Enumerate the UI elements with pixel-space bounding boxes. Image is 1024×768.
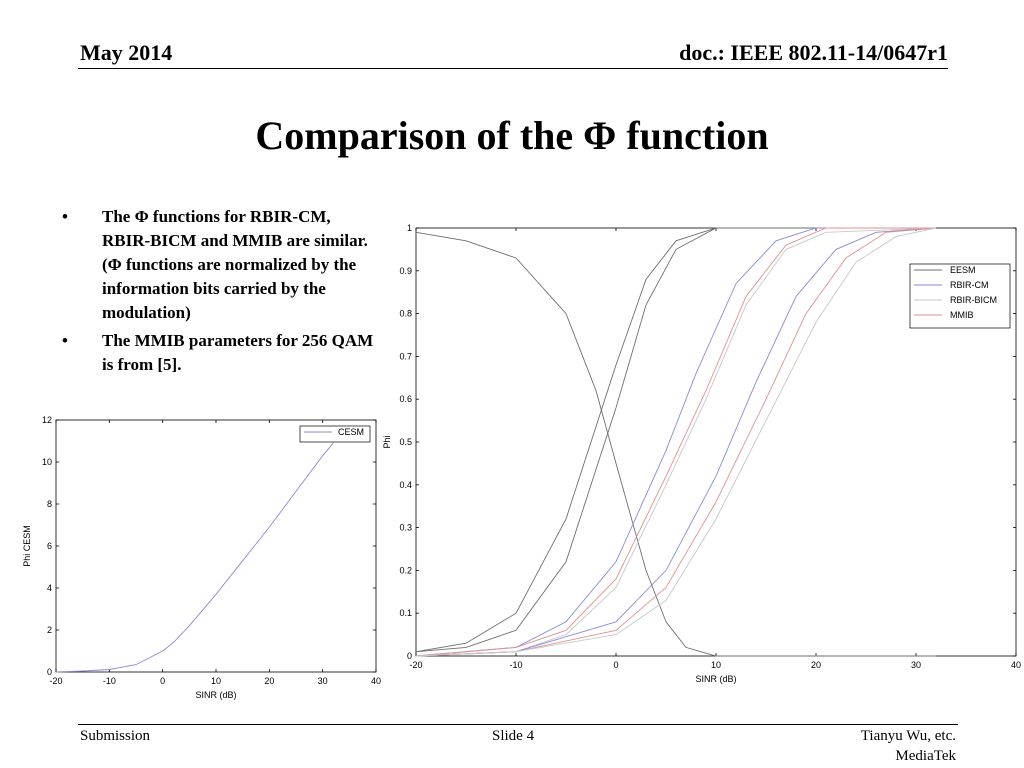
y-axis-label: Phi [382, 435, 392, 448]
y-tick-label: 0 [47, 667, 52, 677]
y-tick-label: 10 [42, 457, 52, 467]
footer-author: Tianyu Wu, etc. [860, 728, 956, 744]
x-tick-label: 30 [911, 660, 921, 670]
bullet-symbol: • [62, 207, 68, 226]
footer-author-block: Tianyu Wu, etc. MediaTek [861, 726, 956, 766]
series-line-eesm [415, 227, 936, 653]
x-tick-label: 30 [318, 676, 328, 686]
bullet-symbol: • [62, 331, 68, 350]
series-line-eesm [415, 227, 936, 653]
bullet-item: • The MMIB parameters for 256 QAM is fro… [60, 329, 380, 377]
x-tick-label: 20 [811, 660, 821, 670]
y-tick-label: 0.8 [399, 309, 412, 319]
y-tick-label: 0.2 [399, 565, 412, 575]
y-tick-label: 0.4 [399, 480, 412, 490]
plot-frame [55, 419, 377, 673]
y-tick-label: 0.1 [399, 608, 412, 618]
y-tick-label: 8 [47, 499, 52, 509]
y-axis-label: Phi CESM [22, 525, 32, 567]
y-tick-label: 4 [47, 583, 52, 593]
y-tick-label: 0.9 [399, 266, 412, 276]
x-tick-label: 40 [371, 676, 381, 686]
y-tick-label: 0.7 [399, 351, 412, 361]
header-divider [78, 68, 948, 69]
x-tick-label: 10 [711, 660, 721, 670]
y-tick-label: 6 [47, 541, 52, 551]
bullet-text: The MMIB parameters for 256 QAM is from … [102, 331, 374, 374]
x-tick-label: 20 [264, 676, 274, 686]
y-tick-label: 0 [407, 651, 412, 661]
bullet-list: • The Φ functions for RBIR-CM, RBIR-BICM… [60, 205, 380, 381]
header-date: May 2014 [80, 40, 173, 65]
legend-label: MMIB [950, 310, 974, 320]
series-line-rbir-bicm [415, 227, 937, 657]
series-line-cesm [55, 442, 334, 673]
footer-org: MediaTek [895, 748, 956, 764]
x-tick-label: -10 [509, 660, 522, 670]
chart-2: -20 -10 0 10 20 30 40 0 0.1 0.2 0.3 0.4 0.5 0.6 0.7 0.8… [382, 223, 1021, 684]
series-line-rbir-bicm [415, 227, 937, 657]
x-axis-label: SINR (dB) [195, 690, 236, 700]
bullet-item: • The Φ functions for RBIR-CM, RBIR-BICM… [60, 205, 380, 325]
series-line-rbir-cm [415, 227, 937, 657]
series-line-rbir-cm [415, 227, 936, 657]
series-line-mmib [415, 227, 936, 657]
y-tick-label: 1 [407, 223, 412, 233]
series-line-mmib [415, 227, 937, 657]
x-tick-label: 10 [211, 676, 221, 686]
x-axis-label: SINR (dB) [695, 674, 736, 684]
chart-1: -20 -10 0 10 20 30 40 0 2 4 6 8 10 12 SINR (dB) Phi CES… [22, 415, 381, 700]
y-tick-label: 0.3 [399, 523, 412, 533]
legend-label: RBIR-CM [950, 280, 989, 290]
x-tick-label: 0 [160, 676, 165, 686]
slide-title: Comparison of the Φ function [255, 113, 769, 158]
bullet-text: The Φ functions for RBIR-CM, RBIR-BICM a… [102, 207, 368, 322]
footer-divider [78, 724, 958, 725]
x-tick-label: -20 [49, 676, 62, 686]
legend: CESM [299, 425, 371, 443]
legend-box [299, 425, 371, 443]
legend-label: EESM [950, 265, 976, 275]
footer-slide-number: Slide 4 [492, 728, 535, 744]
header-doc-id: doc.: IEEE 802.11-14/0647r1 [679, 40, 948, 65]
x-tick-label: -10 [103, 676, 116, 686]
x-tick-label: -20 [409, 660, 422, 670]
y-tick-label: 12 [42, 415, 52, 425]
y-tick-label: 0.6 [399, 394, 412, 404]
y-tick-label: 0.5 [399, 437, 412, 447]
x-tick-label: 0 [613, 660, 618, 670]
legend: EESM RBIR-CM RBIR-BICM MMIB [909, 263, 1011, 329]
footer-submission: Submission [80, 728, 151, 744]
legend-box [909, 263, 1011, 329]
y-tick-label: 2 [47, 625, 52, 635]
legend-label: RBIR-BICM [950, 295, 997, 305]
legend-label: CESM [338, 427, 364, 437]
series-line-eesm [415, 231, 936, 657]
x-tick-label: 40 [1011, 660, 1021, 670]
